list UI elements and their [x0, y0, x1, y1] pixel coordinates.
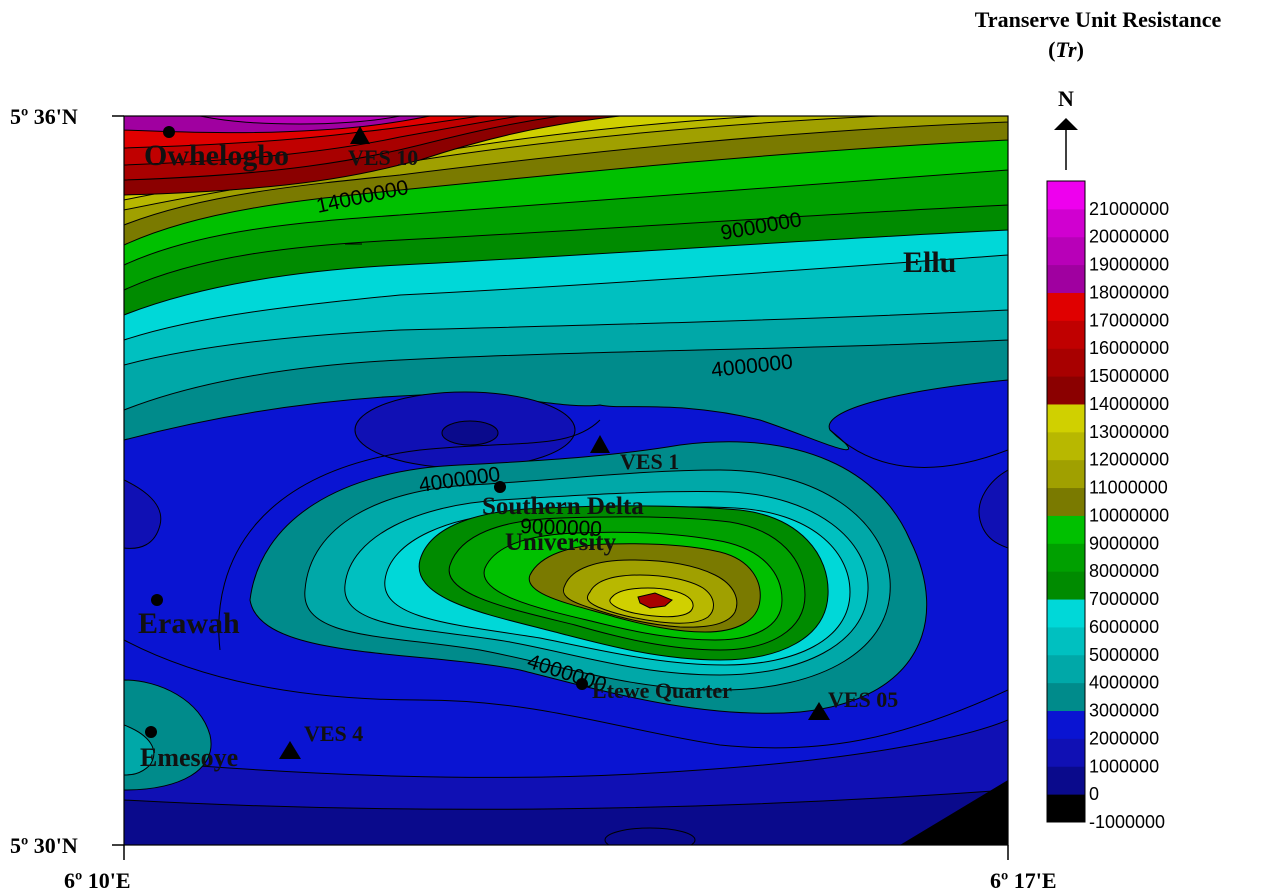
- ves4-label: VES 4: [304, 721, 363, 746]
- lon-left-label: 6º 10'E: [64, 868, 131, 892]
- legend-label: 17000000: [1089, 310, 1169, 330]
- owhelogbo-label: Owhelogbo: [144, 139, 289, 172]
- legend-swatch: [1047, 376, 1085, 405]
- legend-swatch: [1047, 292, 1085, 321]
- legend-swatch: [1047, 571, 1085, 600]
- legend-label: -1000000: [1089, 812, 1165, 832]
- university-label: University: [505, 529, 617, 556]
- southern-delta-label: Southern Delta: [482, 493, 644, 520]
- legend-label: 5000000: [1089, 645, 1159, 665]
- southern-delta-marker: [494, 481, 506, 493]
- emesoye-marker: [145, 726, 157, 738]
- legend-swatch: [1047, 543, 1085, 572]
- ves10-triangle: [350, 126, 370, 144]
- legend-label: 6000000: [1089, 617, 1159, 637]
- ves05-triangle: [808, 702, 830, 720]
- legend-label: 3000000: [1089, 701, 1159, 721]
- legend-swatch: [1047, 208, 1085, 238]
- emesoye-label: Emesoye: [140, 743, 238, 772]
- legend-swatch: [1047, 487, 1085, 516]
- legend-label: 20000000: [1089, 227, 1169, 247]
- legend-label: 8000000: [1089, 561, 1159, 581]
- legend-swatch: [1047, 515, 1085, 544]
- map-frame: [123, 115, 1009, 846]
- legend-swatch: [1047, 181, 1085, 210]
- legend-swatch: [1047, 626, 1085, 656]
- legend-label: 7000000: [1089, 589, 1159, 609]
- legend-title-line2: (Tr): [1048, 37, 1084, 62]
- legend-label: 12000000: [1089, 450, 1169, 470]
- legend-swatch: [1047, 236, 1085, 266]
- legend-swatch: [1047, 431, 1085, 461]
- lat-bottom-label: 5º 30'N: [10, 833, 78, 858]
- legend-label: 18000000: [1089, 282, 1169, 302]
- legend-label: 19000000: [1089, 255, 1169, 275]
- ves4-triangle: [279, 741, 301, 759]
- legend-swatch: [1047, 599, 1085, 628]
- legend-label: 15000000: [1089, 366, 1169, 386]
- legend-frame: [1046, 180, 1086, 823]
- legend-swatch: [1047, 348, 1085, 377]
- legend-swatch: [1047, 710, 1085, 739]
- etewe-label: Etewe Quarter: [592, 678, 732, 703]
- lat-top-label: 5º 36'N: [10, 104, 78, 129]
- legend-label: 1000000: [1089, 756, 1159, 776]
- legend-label: 0: [1089, 784, 1099, 804]
- legend-swatch: [1047, 738, 1085, 767]
- legend-swatch: [1047, 794, 1085, 823]
- legend-label: 10000000: [1089, 505, 1169, 525]
- legend-swatch: [1047, 682, 1085, 712]
- legend-swatch: [1047, 403, 1085, 433]
- north-label: N: [1058, 86, 1074, 111]
- legend-label: 14000000: [1089, 394, 1169, 414]
- legend-label: 2000000: [1089, 728, 1159, 748]
- lon-right-label: 6º 17'E: [990, 868, 1057, 892]
- legend-swatch: [1047, 654, 1085, 684]
- ves1-triangle: [590, 435, 610, 453]
- ves10-label: VES 10: [348, 145, 418, 170]
- legend-label: 16000000: [1089, 338, 1169, 358]
- ves05-label: VES 05: [828, 687, 898, 712]
- map-surface: [124, 116, 1008, 845]
- contour-label-9000000-center: 9000000: [520, 515, 603, 541]
- erawah-label: Erawah: [138, 607, 240, 640]
- ves1-label: VES 1: [620, 449, 679, 474]
- etewe-marker: [576, 678, 588, 690]
- color-legend: 2100000020000000190000001800000017000000…: [1046, 180, 1169, 832]
- legend-swatch: [1047, 264, 1085, 293]
- legend-swatch: [1047, 459, 1085, 489]
- legend-swatch: [1047, 766, 1085, 795]
- north-arrow-icon: [1054, 118, 1078, 170]
- legend-label: 9000000: [1089, 533, 1159, 553]
- erawah-marker: [151, 594, 163, 606]
- legend-label: 13000000: [1089, 422, 1169, 442]
- owhelogbo-marker: [163, 126, 175, 138]
- legend-label: 11000000: [1089, 478, 1168, 498]
- legend-label: 21000000: [1089, 199, 1169, 219]
- legend-swatch: [1047, 320, 1085, 349]
- legend-label: 4000000: [1089, 673, 1159, 693]
- legend-title-line1: Transerve Unit Resistance: [975, 7, 1222, 32]
- ellu-label: Ellu: [903, 246, 956, 279]
